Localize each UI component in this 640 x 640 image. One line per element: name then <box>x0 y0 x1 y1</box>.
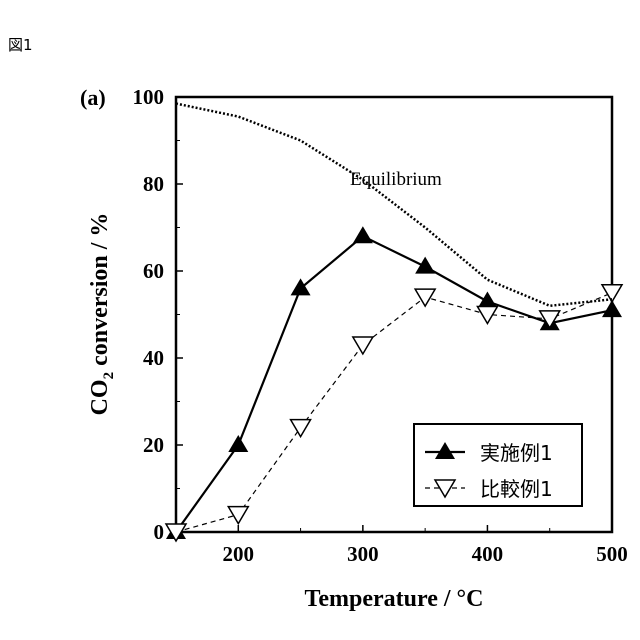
legend-label-1: 比較例1 <box>480 477 553 501</box>
series-line-1 <box>175 292 613 533</box>
y-tick-label: 80 <box>143 172 164 196</box>
data-point-1 <box>600 284 624 304</box>
y-tick-label: 100 <box>133 85 165 109</box>
data-point-1 <box>476 305 499 325</box>
data-point-0 <box>415 256 436 274</box>
legend-marker-1 <box>433 479 457 499</box>
data-point-0 <box>602 300 622 318</box>
x-tick-label: 300 <box>347 542 379 566</box>
y-tick-label: 20 <box>143 433 164 457</box>
data-point-0 <box>352 226 373 244</box>
legend-label-0: 実施例1 <box>480 441 553 465</box>
panel-label: (a) <box>80 85 106 110</box>
x-tick-label: 200 <box>223 542 255 566</box>
y-tick-label: 0 <box>154 520 165 544</box>
data-point-1 <box>164 523 188 543</box>
data-point-1 <box>538 310 562 330</box>
data-point-1 <box>289 418 312 439</box>
series-line-0 <box>175 234 613 533</box>
y-tick-label: 60 <box>143 259 164 283</box>
data-point-0 <box>290 278 311 296</box>
x-axis-label: Temperature / °C <box>305 586 484 612</box>
x-tick-label: 400 <box>472 542 504 566</box>
data-point-1 <box>226 505 250 526</box>
data-point-1 <box>413 288 437 308</box>
series-line-2 <box>175 102 613 308</box>
figure-label: 図1 <box>8 36 33 54</box>
y-axis-label: CO2 conversion / % <box>87 213 117 416</box>
data-point-1 <box>351 336 375 356</box>
x-tick-label: 500 <box>596 542 628 566</box>
equilibrium-annotation: Equilibrium <box>350 169 442 190</box>
data-point-0 <box>477 291 498 309</box>
y-tick-label: 40 <box>143 346 164 370</box>
legend-box <box>413 423 583 507</box>
legend-marker-0 <box>435 442 455 459</box>
data-point-0 <box>228 435 249 452</box>
